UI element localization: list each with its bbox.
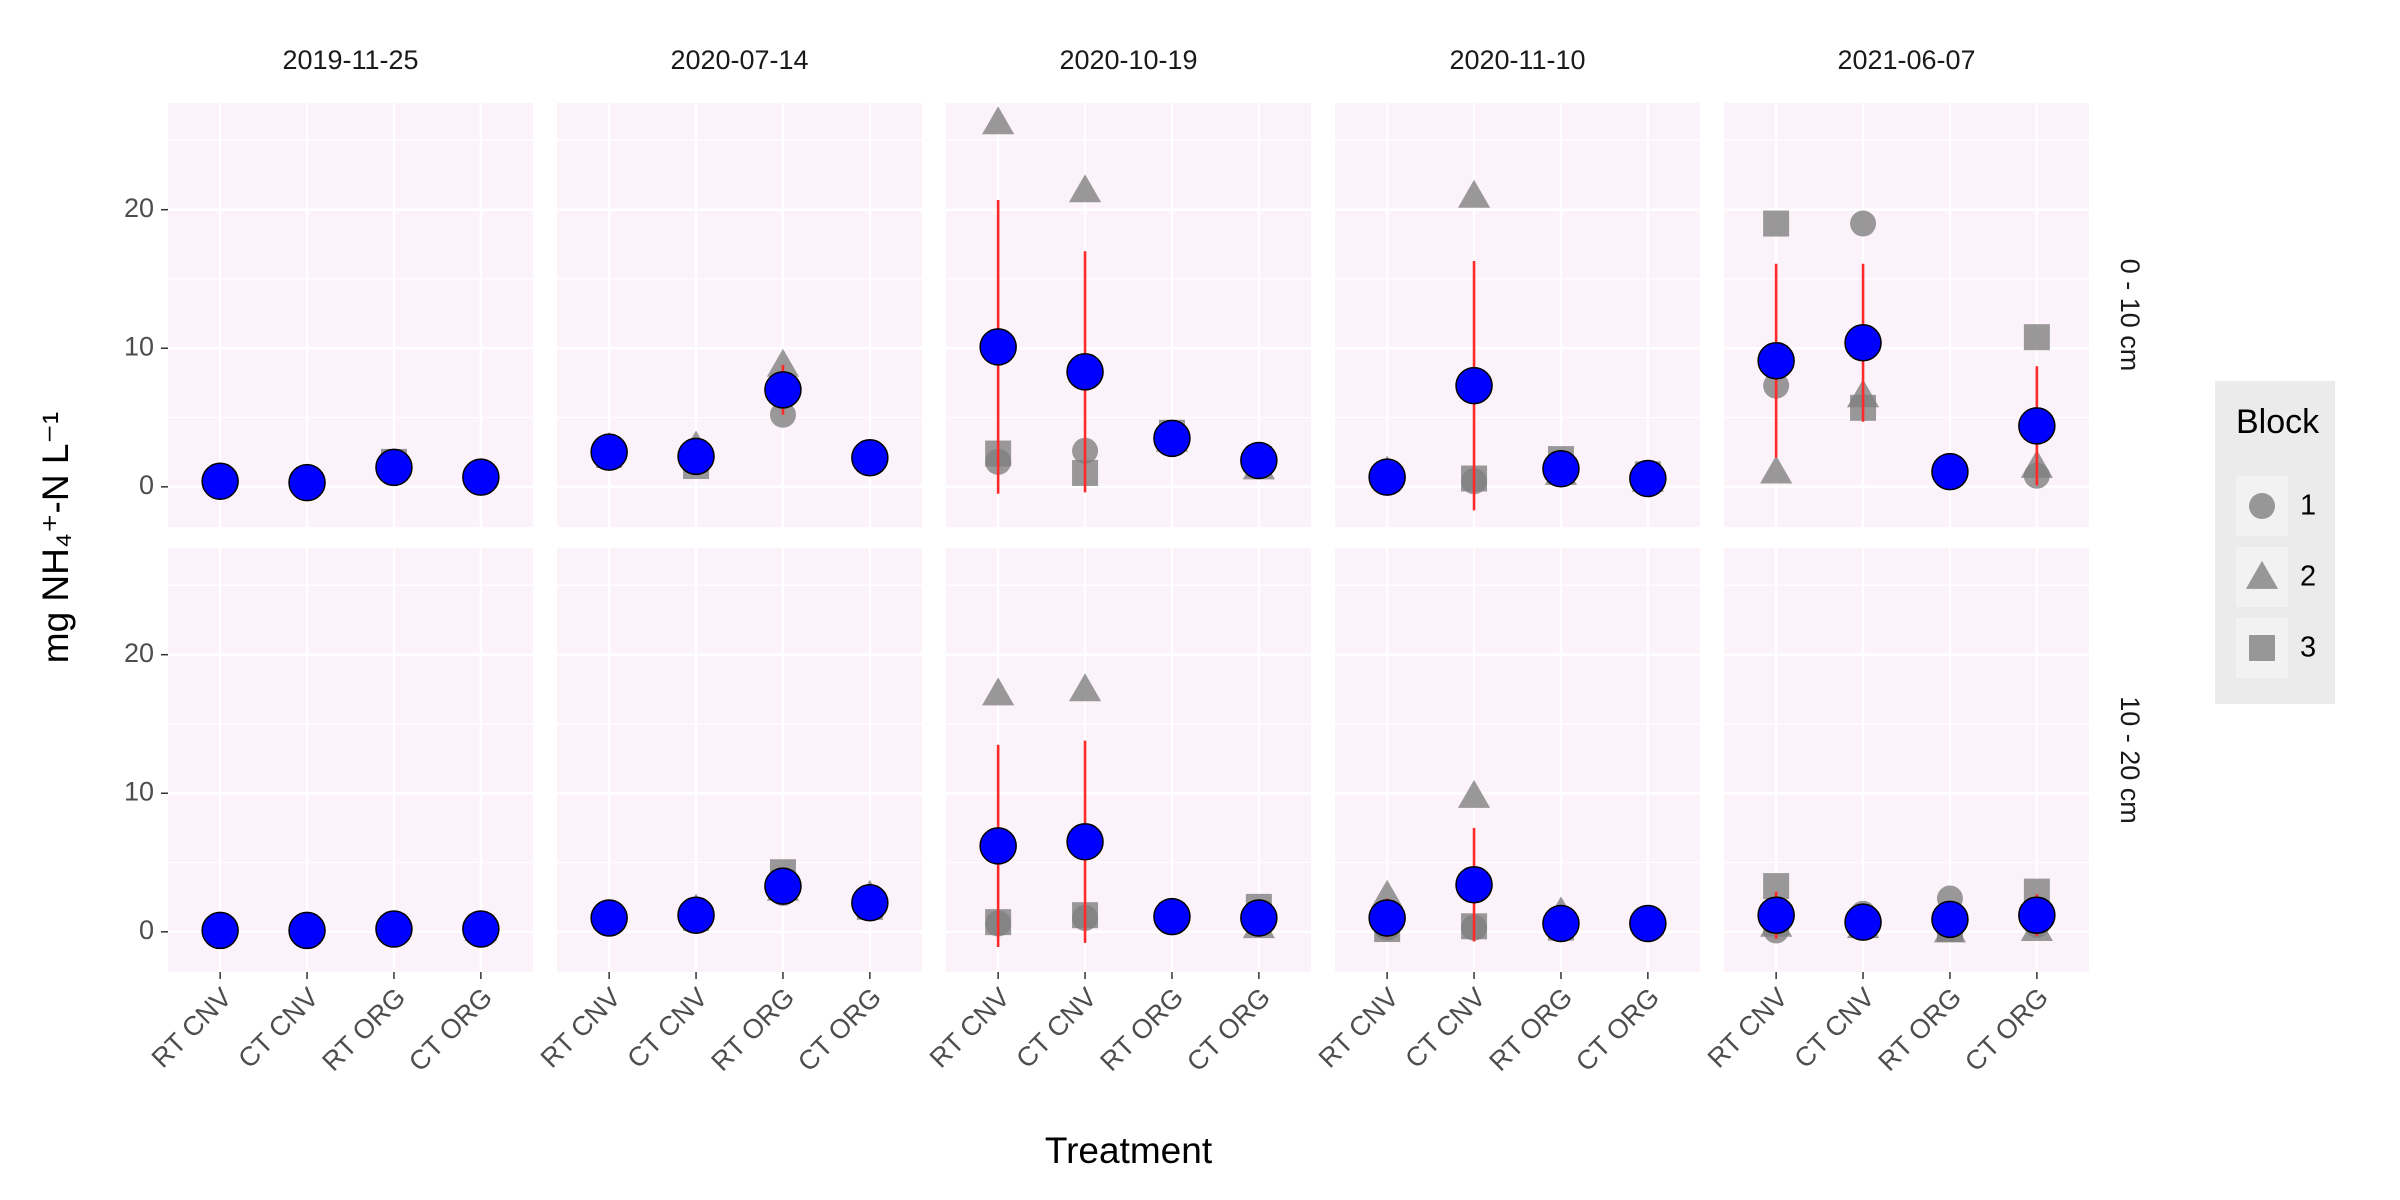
x-axis-title: Treatment <box>1045 1130 1213 1171</box>
legend-label: 1 <box>2300 490 2316 522</box>
mean-point <box>1542 450 1580 488</box>
facet-label: 10 - 20 cm <box>2115 696 2145 824</box>
y-tick-label: 0 <box>139 470 154 500</box>
block-point <box>1457 179 1491 208</box>
mean-point <box>2018 407 2056 445</box>
mean-point <box>1844 323 1882 362</box>
legend-marker <box>2249 493 2275 519</box>
mean-point <box>2018 896 2056 934</box>
block-point <box>1371 879 1404 908</box>
mean-point <box>288 463 326 502</box>
mean-point <box>979 827 1017 865</box>
legend-label: 2 <box>2300 561 2316 593</box>
y-axis-title: mg NH₄⁺-N L⁻¹ <box>35 412 76 664</box>
block-point <box>982 106 1015 135</box>
block-point <box>1068 174 1102 203</box>
mean-point <box>462 458 500 496</box>
mean-point <box>1757 896 1795 934</box>
mean-point <box>1757 341 1795 380</box>
block-point <box>766 348 800 377</box>
block-point <box>1763 210 1790 237</box>
mean-point <box>1368 899 1406 937</box>
mean-point <box>462 910 500 948</box>
panel-background <box>1724 103 2089 527</box>
mean-point <box>1629 459 1667 498</box>
strip-label: 2019-11-25 <box>282 45 418 75</box>
mean-point <box>375 910 413 948</box>
strip-label: 2021-06-07 <box>1837 45 1975 75</box>
mean-point <box>201 911 239 950</box>
mean-point <box>201 462 239 501</box>
mean-point <box>979 328 1017 366</box>
mean-point <box>1844 903 1882 941</box>
legend-title: Block <box>2236 403 2320 441</box>
mean-point <box>1153 419 1191 458</box>
mean-point <box>1629 904 1667 943</box>
mean-point <box>288 911 326 950</box>
mean-point <box>375 448 413 487</box>
mean-point <box>1240 441 1278 480</box>
mean-point <box>1066 823 1104 861</box>
legend-marker <box>2245 560 2279 589</box>
mean-point <box>851 438 889 477</box>
strip-label: 2020-10-19 <box>1059 45 1197 75</box>
block-point <box>2023 324 2050 351</box>
block-point <box>1457 779 1491 808</box>
y-tick-label: 0 <box>139 915 154 945</box>
panel-background <box>168 103 533 527</box>
mean-point <box>1240 899 1278 937</box>
mean-point <box>1542 904 1580 943</box>
mean-point <box>764 371 802 409</box>
block-point <box>1850 210 1877 237</box>
facet-label: 0 - 10 cm <box>2115 259 2145 372</box>
mean-point <box>851 883 889 922</box>
mean-point <box>1455 865 1493 904</box>
mean-point <box>1931 900 1969 939</box>
mean-point <box>1931 452 1969 491</box>
mean-point <box>677 437 715 476</box>
mean-point <box>764 867 802 905</box>
mean-point <box>677 896 715 934</box>
strip-label: 2020-11-10 <box>1449 45 1585 75</box>
mean-point <box>1153 897 1191 936</box>
mean-point <box>1455 366 1493 405</box>
legend-marker <box>2249 635 2275 661</box>
y-tick-label: 20 <box>124 638 154 668</box>
mean-point <box>1368 458 1406 496</box>
mean-point <box>590 899 628 937</box>
y-tick-label: 20 <box>124 193 154 223</box>
y-tick-label: 10 <box>124 331 154 361</box>
mean-point <box>1066 353 1104 391</box>
y-tick-label: 10 <box>124 776 154 806</box>
legend-label: 3 <box>2300 632 2316 664</box>
block-point <box>1760 455 1793 484</box>
strip-label: 2020-07-14 <box>670 45 808 75</box>
block-point <box>1068 673 1102 702</box>
panel-background <box>1335 103 1700 527</box>
mean-point <box>590 433 628 471</box>
panel-background <box>168 548 533 972</box>
block-point <box>982 677 1015 706</box>
